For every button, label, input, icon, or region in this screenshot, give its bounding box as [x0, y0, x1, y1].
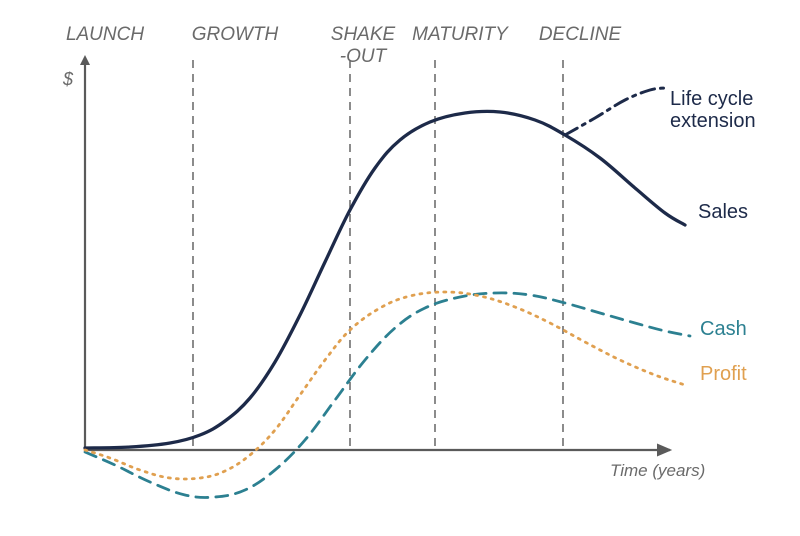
chart-svg: LAUNCH GROWTH SHAKE-OUT MATURITY DECLINE $ Tim…: [0, 0, 800, 536]
x-axis-label: Time (years): [610, 461, 705, 480]
series-extension: [565, 88, 665, 135]
phase-label-1: GROWTH: [192, 24, 279, 45]
y-axis-label: $: [62, 69, 74, 89]
phase-label-2: SHAKE: [331, 24, 396, 45]
series-label-cash: Cash: [700, 318, 747, 340]
phase-label-4: DECLINE: [539, 24, 622, 45]
series-cash: [85, 293, 690, 498]
phase-label-3: MATURITY: [412, 24, 509, 45]
series-sales: [85, 111, 685, 448]
series-label-sales: Sales: [698, 201, 748, 223]
phase-label-0: LAUNCH: [66, 24, 144, 45]
phase-label-2-b: -OUT: [340, 46, 388, 67]
series-label-profit: Profit: [700, 363, 747, 385]
y-axis-arrow: [80, 55, 90, 65]
series-label-extension-b: extension: [670, 110, 756, 132]
series-label-extension: Life cycle: [670, 88, 753, 110]
business-life-cycle-chart: { "canvas":{"w":800,"h":536,"bg":"#fffff…: [0, 0, 800, 536]
